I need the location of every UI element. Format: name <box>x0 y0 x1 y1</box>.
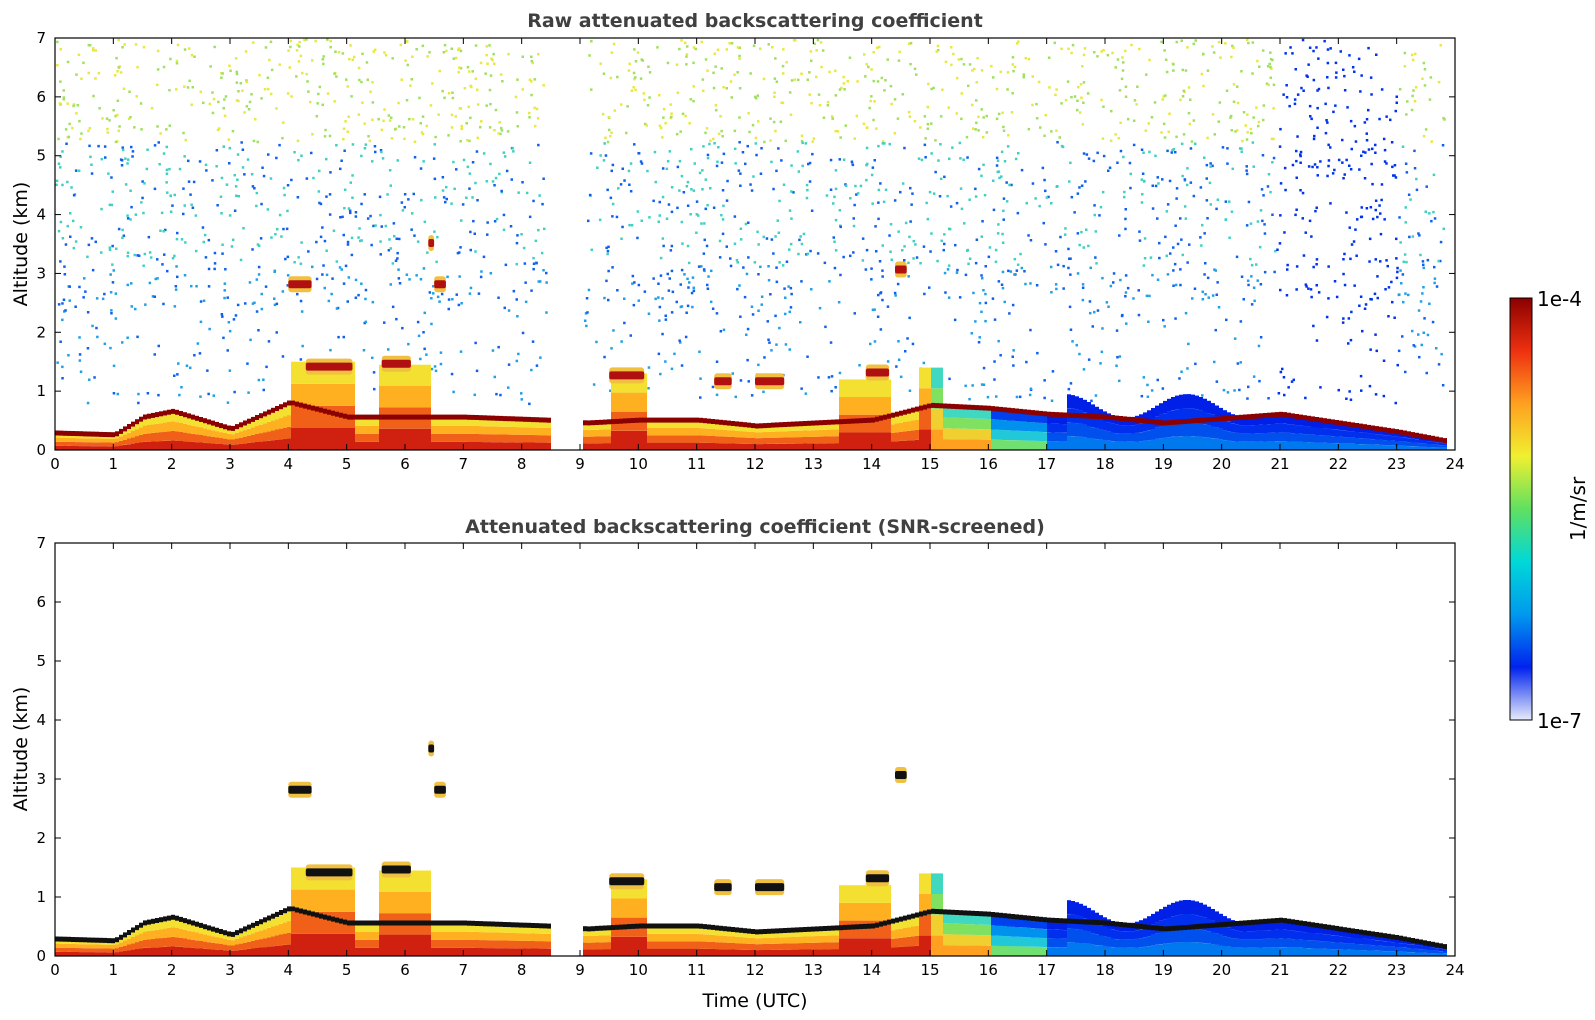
x-tick-label: 10 <box>629 455 648 473</box>
x-tick-label: 20 <box>1212 455 1231 473</box>
x-tick-label: 23 <box>1387 455 1406 473</box>
y-tick-label: 3 <box>36 264 46 282</box>
x-tick-label: 4 <box>284 961 294 979</box>
x-tick-label: 21 <box>1270 455 1289 473</box>
x-tick-label: 5 <box>342 455 352 473</box>
x-tick-label: 14 <box>862 455 881 473</box>
x-tick-label: 18 <box>1095 961 1114 979</box>
x-tick-label: 15 <box>920 455 939 473</box>
x-tick-label: 11 <box>687 961 706 979</box>
x-tick-label: 3 <box>225 455 235 473</box>
x-tick-label: 0 <box>50 455 60 473</box>
x-tick-label: 9 <box>575 961 585 979</box>
x-tick-label: 18 <box>1095 455 1114 473</box>
y-tick-label: 2 <box>36 829 46 847</box>
x-tick-label: 24 <box>1445 961 1464 979</box>
x-tick-label: 22 <box>1329 961 1348 979</box>
x-tick-label: 12 <box>745 455 764 473</box>
colorbar-unit-label: 1/m/sr <box>1566 476 1590 541</box>
axis-ticks: 0 1 2 3 4 5 6 7 8 9 10 11 12 13 14 15 16 17 18 19 20 21 22 23 24… <box>36 29 1464 473</box>
x-tick-label: 17 <box>1037 455 1056 473</box>
x-tick-label: 17 <box>1037 961 1056 979</box>
x-tick-label: 13 <box>804 455 823 473</box>
x-tick-label: 24 <box>1445 455 1464 473</box>
y-tick-label: 3 <box>36 770 46 788</box>
x-tick-label: 22 <box>1329 455 1348 473</box>
x-tick-label: 7 <box>459 961 469 979</box>
x-tick-label: 16 <box>979 961 998 979</box>
x-tick-label: 3 <box>225 961 235 979</box>
x-tick-label: 12 <box>745 961 764 979</box>
y-tick-label: 0 <box>36 947 46 965</box>
x-tick-label: 13 <box>804 961 823 979</box>
y-tick-label: 6 <box>36 88 46 106</box>
plot-frame <box>54 542 1456 957</box>
x-tick-label: 2 <box>167 455 177 473</box>
y-tick-label: 5 <box>36 147 46 165</box>
x-tick-label: 19 <box>1154 455 1173 473</box>
y-tick-label: 7 <box>36 534 46 552</box>
x-tick-label: 0 <box>50 961 60 979</box>
x-tick-label: 20 <box>1212 961 1231 979</box>
colorbar-max-label: 1e-4 <box>1537 287 1582 311</box>
x-tick-label: 10 <box>629 961 648 979</box>
plot-frame <box>54 37 1456 451</box>
x-tick-label: 23 <box>1387 961 1406 979</box>
x-tick-label: 11 <box>687 455 706 473</box>
y-tick-label: 2 <box>36 323 46 341</box>
y-tick-label: 4 <box>36 206 46 224</box>
heatmap-area <box>55 740 1447 956</box>
axis-ticks: 0 1 2 3 4 5 6 7 8 9 10 11 12 13 14 15 16 17 18 19 20 21 22 23 24… <box>36 534 1464 979</box>
y-axis-label: Altitude (km) <box>10 687 32 812</box>
x-tick-label: 1 <box>109 455 119 473</box>
x-tick-label: 1 <box>109 961 119 979</box>
y-tick-label: 5 <box>36 652 46 670</box>
x-tick-label: 19 <box>1154 961 1173 979</box>
x-tick-label: 16 <box>979 455 998 473</box>
x-tick-label: 21 <box>1270 961 1289 979</box>
y-tick-label: 4 <box>36 711 46 729</box>
y-tick-label: 1 <box>36 888 46 906</box>
x-axis-label: Time (UTC) <box>701 990 807 1012</box>
x-tick-label: 8 <box>517 961 527 979</box>
x-tick-label: 4 <box>284 455 294 473</box>
x-tick-label: 6 <box>400 455 410 473</box>
panel-title: Raw attenuated backscattering coefficien… <box>527 10 983 32</box>
colorbar: 1e-4 1e-7 1/m/sr <box>1509 287 1590 733</box>
x-tick-label: 14 <box>862 961 881 979</box>
y-tick-label: 6 <box>36 593 46 611</box>
panel-title: Attenuated backscattering coefficient (S… <box>465 516 1045 538</box>
x-tick-label: 15 <box>920 961 939 979</box>
y-tick-label: 1 <box>36 382 46 400</box>
colorbar-gradient <box>1509 297 1533 721</box>
colorbar-min-label: 1e-7 <box>1537 709 1582 733</box>
heatmap-area <box>55 38 1447 450</box>
y-tick-label: 0 <box>36 441 46 459</box>
panel-raw: Raw attenuated backscattering coefficien… <box>10 10 1465 473</box>
x-tick-label: 8 <box>517 455 527 473</box>
x-tick-label: 6 <box>400 961 410 979</box>
panel-screened: Attenuated backscattering coefficient (S… <box>10 516 1465 1012</box>
x-tick-label: 2 <box>167 961 177 979</box>
x-tick-label: 5 <box>342 961 352 979</box>
x-tick-label: 9 <box>575 455 585 473</box>
y-tick-label: 7 <box>36 29 46 47</box>
y-axis-label: Altitude (km) <box>10 182 32 307</box>
x-tick-label: 7 <box>459 455 469 473</box>
